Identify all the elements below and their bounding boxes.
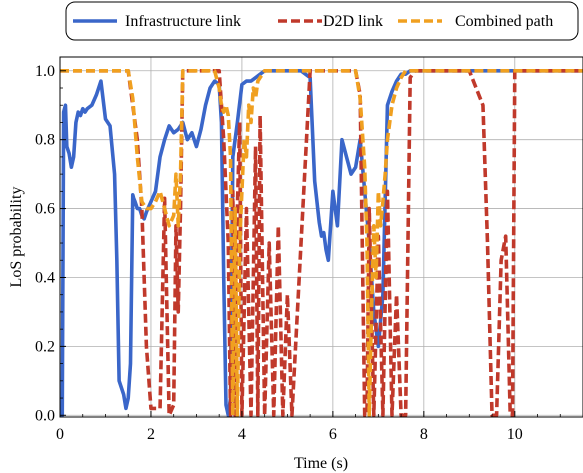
legend-label-2: D2D link [323, 13, 383, 30]
x-tick-label: 2 [147, 426, 155, 443]
y-tick-label: 0.8 [35, 132, 55, 149]
y-tick-label: 0.6 [35, 201, 55, 218]
y-tick-label: 0.0 [35, 407, 55, 424]
legend-label-1: Infrastructure link [125, 13, 241, 30]
axes [59, 56, 583, 418]
y-tick-label: 1.0 [35, 63, 55, 80]
x-tick-label: 10 [507, 426, 523, 443]
x-tick-label: 8 [420, 426, 428, 443]
tick-labels: 0 2 4 6 8 10 0.0 0.2 0.4 0.6 0.8 1.0 [35, 63, 523, 443]
x-tick-label: 4 [238, 426, 246, 443]
x-axis-label: Time (s) [294, 455, 348, 472]
y-tick-label: 0.4 [35, 269, 55, 286]
series-line-3 [60, 68, 583, 417]
x-tick-label: 0 [56, 426, 64, 443]
y-axis-label: LoS probability [8, 187, 25, 288]
plot-frame [59, 56, 583, 418]
series-line-2 [60, 68, 583, 417]
x-tick-label: 6 [329, 426, 337, 443]
series-line-1 [60, 68, 583, 417]
legend-label-3: Combined path [455, 13, 553, 30]
legend: Infrastructure link D2D link Combined path [65, 1, 579, 41]
y-tick-label: 0.2 [35, 338, 55, 355]
series-layer [60, 68, 583, 417]
